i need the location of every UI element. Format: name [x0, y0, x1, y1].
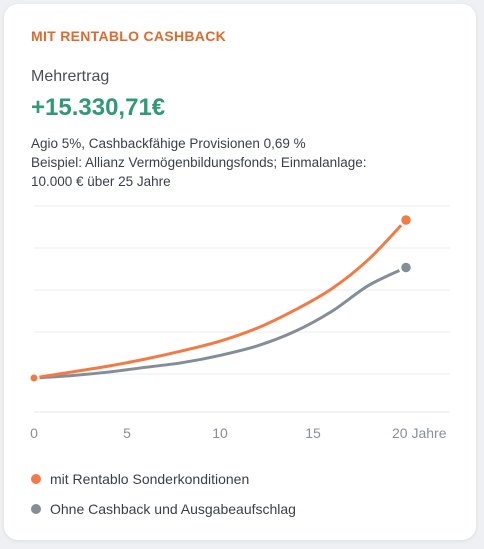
legend-item-cashback: mit Rentablo Sonderkonditionen: [31, 464, 296, 494]
growth-chart: 0 5 10 15 20 Jahre: [28, 205, 450, 441]
metric-label: Mehrertrag: [31, 68, 110, 85]
legend-dot-orange: [31, 474, 41, 484]
card-eyebrow: MIT RENTABLO CASHBACK: [31, 28, 227, 44]
legend-label: Ohne Cashback und Ausgabeaufschlag: [50, 501, 296, 517]
description-line: Agio 5%, Cashbackfähige Provisionen 0,69…: [31, 136, 306, 151]
series-line-plain: [32, 266, 408, 380]
start-point: [28, 372, 40, 384]
legend-dot-gray: [31, 504, 41, 514]
x-tick-label: 15: [305, 425, 321, 441]
series-line-cashback: [32, 218, 408, 380]
cashback-card: MIT RENTABLO CASHBACK Mehrertrag +15.330…: [4, 4, 476, 540]
card-description: Agio 5%, Cashbackfähige Provisionen 0,69…: [31, 134, 451, 191]
legend-label: mit Rentablo Sonderkonditionen: [50, 471, 250, 487]
legend-item-plain: Ohne Cashback und Ausgabeaufschlag: [31, 494, 296, 524]
description-line: 10.000 € über 25 Jahre: [31, 174, 171, 189]
x-tick-label: 20 Jahre: [392, 425, 447, 441]
x-tick-label: 0: [30, 425, 38, 441]
description-line: Beispiel: Allianz Vermögenbildungsfonds;…: [31, 155, 367, 170]
end-point-cashback: [398, 212, 414, 228]
x-tick-label: 5: [123, 425, 131, 441]
end-point-plain: [398, 260, 414, 275]
x-tick-label: 10: [212, 425, 228, 441]
chart-legend: mit Rentablo Sonderkonditionen Ohne Cash…: [31, 464, 296, 524]
metric-amount: +15.330,71€: [31, 94, 166, 121]
